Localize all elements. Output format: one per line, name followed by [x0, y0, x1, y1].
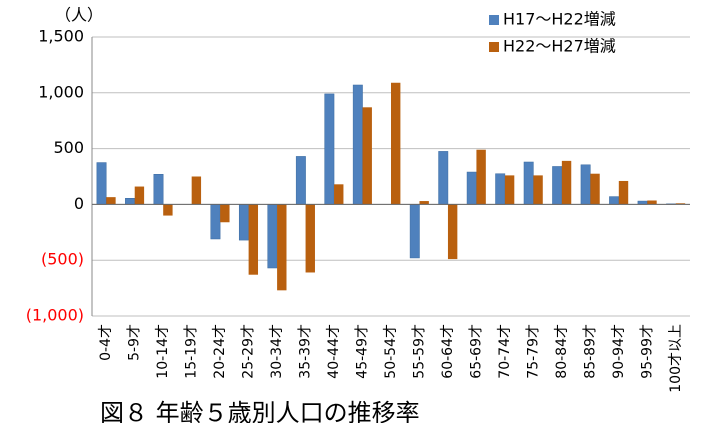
- bar: [248, 204, 259, 275]
- bar: [267, 204, 278, 269]
- bar: [533, 175, 543, 205]
- bar: [277, 204, 287, 291]
- bar: [134, 186, 145, 205]
- x-tick-label: 60-64才: [440, 324, 456, 379]
- bar: [637, 200, 648, 205]
- bar: [362, 107, 372, 205]
- unit-label: （人）: [55, 6, 103, 25]
- legend-label: H17〜H22増減: [503, 10, 616, 29]
- bar: [675, 203, 686, 205]
- bar: [191, 176, 202, 205]
- bar: [238, 204, 249, 241]
- x-tick-label: 35-39才: [298, 324, 314, 379]
- bar: [334, 184, 344, 205]
- x-tick-label: 80-84才: [554, 324, 570, 379]
- bar: [561, 160, 572, 205]
- bar: [96, 162, 107, 205]
- bar: [391, 82, 401, 205]
- x-tick-label: 30-34才: [269, 324, 285, 379]
- bar: [447, 204, 458, 260]
- bar: [580, 164, 591, 205]
- bar: [590, 173, 600, 205]
- bar: [324, 93, 335, 205]
- bar: [220, 204, 230, 223]
- bar: [352, 84, 363, 205]
- x-tick-label: 85-89才: [582, 324, 598, 379]
- bar: [647, 200, 657, 205]
- bar: [210, 204, 221, 240]
- bar: [618, 180, 629, 205]
- bar: [409, 204, 420, 259]
- legend-swatch: [489, 15, 499, 25]
- x-tick-label: 15-19才: [184, 324, 200, 379]
- x-tick-label: 40-44才: [326, 324, 342, 379]
- x-tick-label: 25-29才: [241, 324, 257, 379]
- y-tick-label: (500): [41, 250, 84, 269]
- x-tick-label: 100才以上: [668, 324, 684, 393]
- bar: [466, 171, 477, 205]
- bar: [125, 198, 135, 205]
- x-tick-label: 0-4才: [98, 324, 114, 361]
- bar: [153, 174, 164, 205]
- bar: [476, 149, 486, 205]
- y-tick-label: 500: [53, 138, 84, 157]
- legend-swatch: [489, 42, 499, 52]
- bar: [419, 201, 429, 205]
- x-tick-label: 5-9才: [127, 324, 143, 361]
- x-tick-label: 10-14才: [155, 324, 171, 379]
- x-tick-label: 55-59才: [411, 324, 427, 379]
- bar: [523, 161, 534, 205]
- x-tick-label: 50-54才: [383, 324, 399, 379]
- y-tick-label: 1,500: [38, 27, 84, 46]
- bar: [106, 197, 116, 205]
- x-tick-label: 95-99才: [639, 324, 655, 379]
- bar: [609, 196, 620, 205]
- caption: 図８ 年齢５歳別人口の推移率: [100, 399, 420, 423]
- y-tick-label: 0: [74, 194, 84, 213]
- bar: [438, 151, 449, 205]
- x-tick-label: 70-74才: [497, 324, 513, 379]
- bar: [305, 204, 315, 273]
- y-tick-label: 1,000: [38, 82, 84, 101]
- x-tick-label: 90-94才: [611, 324, 627, 379]
- x-tick-label: 75-79才: [525, 324, 541, 379]
- x-tick-label: 45-49才: [355, 324, 371, 379]
- bar: [295, 156, 306, 205]
- bar: [163, 204, 173, 216]
- legend-label: H22〜H27増減: [503, 37, 616, 56]
- bar: [504, 175, 515, 205]
- bar: [495, 173, 506, 205]
- bar: [552, 166, 563, 205]
- x-tick-label: 20-24才: [212, 324, 228, 379]
- x-tick-label: 65-69才: [468, 324, 484, 379]
- y-tick-label: (1,000): [26, 306, 84, 325]
